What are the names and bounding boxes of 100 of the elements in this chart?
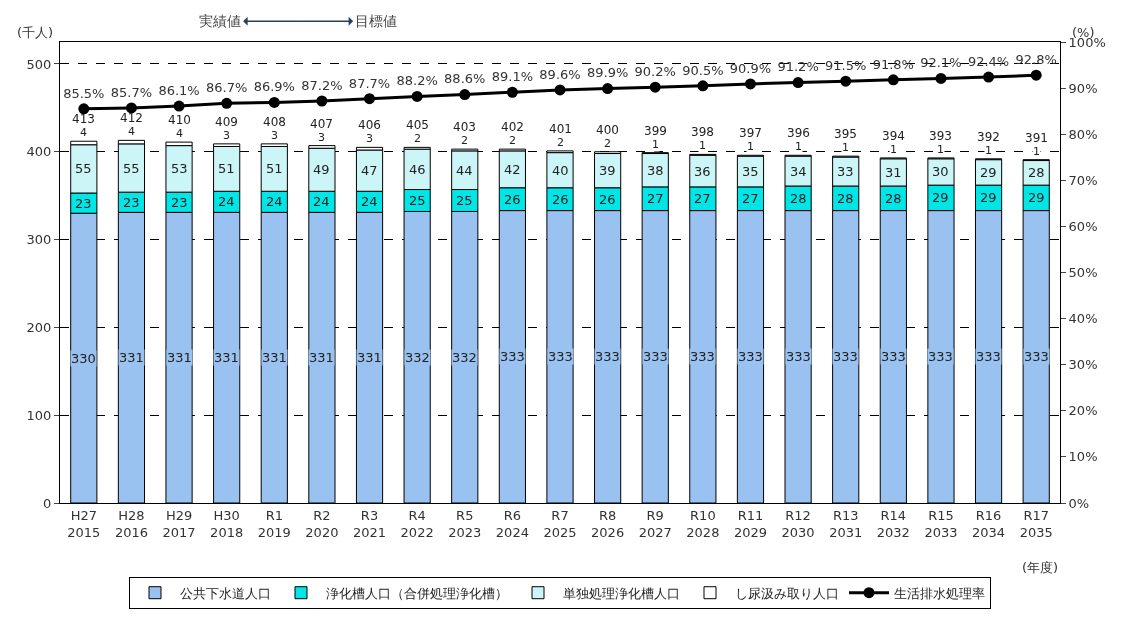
data-label: 332: [405, 350, 430, 365]
y-axis-title: (千人): [17, 25, 54, 40]
y2-tick-label: 30%: [1068, 357, 1098, 373]
data-label: 92.8%: [1015, 52, 1057, 68]
point: [697, 80, 709, 92]
data-label: 88.6%: [444, 71, 486, 87]
point: [840, 75, 852, 87]
total-label: 396: [787, 126, 810, 140]
data-label: 90.9%: [729, 60, 772, 76]
data-label: 25: [456, 193, 473, 208]
data-label: 29: [980, 190, 997, 205]
data-label: 38: [647, 163, 664, 178]
data-label: 26: [552, 192, 569, 207]
x-tick-label: R5 2023: [448, 507, 482, 540]
data-label: 42: [504, 162, 521, 177]
point: [459, 89, 471, 101]
data-label: 51: [266, 161, 283, 176]
data-label: 28: [790, 191, 807, 206]
total-label: 409: [215, 115, 238, 129]
y-tick-label: 0: [43, 495, 52, 511]
data-label: 87.7%: [348, 75, 391, 91]
data-label: 1: [699, 139, 706, 152]
legend-label: 公共下水道人口: [180, 585, 271, 601]
text: 目標値: [355, 13, 397, 29]
x-tick-label: R11 2029: [733, 507, 768, 540]
x-tick-label: R12 2030: [781, 507, 815, 540]
x-tick-label: R17 2035: [1019, 507, 1053, 540]
data-label: 24: [266, 194, 283, 209]
x-tick-label: R7 2025: [543, 507, 577, 540]
x-tick-label: R9 2027: [638, 507, 672, 540]
data-label: 28: [837, 191, 854, 206]
data-label: 333: [690, 349, 715, 364]
total-label: 392: [977, 130, 1000, 144]
y2-tick-label: 10%: [1068, 449, 1098, 465]
point: [506, 86, 518, 98]
data-label: 333: [976, 349, 1001, 364]
point: [78, 103, 90, 115]
data-label: 39: [599, 163, 616, 178]
data-label: 55: [123, 161, 140, 176]
point: [554, 84, 566, 96]
text: 実績値: [199, 13, 241, 29]
data-label: 91.8%: [872, 56, 914, 72]
y2-tick-label: 90%: [1068, 80, 1098, 96]
data-label: 89.9%: [586, 65, 629, 81]
y2-tick-label: 80%: [1068, 126, 1098, 142]
data-label: 4: [176, 127, 183, 140]
data-label: 27: [647, 191, 664, 206]
total-label: 403: [453, 120, 476, 134]
data-label: 1: [937, 143, 944, 156]
legend-label: 生活排水処理率: [894, 585, 985, 601]
data-label: 1: [985, 144, 992, 157]
data-label: 331: [309, 350, 334, 365]
y-tick-label: 100: [26, 407, 52, 423]
y2-tick-label: 20%: [1068, 403, 1098, 419]
data-label: 47: [361, 163, 378, 178]
total-label: 393: [929, 129, 952, 143]
data-label: 3: [223, 129, 230, 142]
data-label: 330: [71, 351, 96, 366]
total-label: 399: [644, 124, 667, 138]
total-label: 405: [406, 118, 429, 132]
data-label: 2: [414, 132, 421, 145]
point: [792, 77, 804, 89]
data-label: 86.7%: [206, 80, 248, 96]
data-label: 23: [171, 195, 188, 210]
point: [268, 96, 280, 108]
total-label: 391: [1025, 131, 1048, 145]
x-tick-label: H30 2018: [210, 507, 244, 540]
total-label: 408: [263, 115, 286, 129]
data-label: 88.2%: [396, 73, 438, 89]
legend-label: 単独処理浄化槽人口: [563, 585, 680, 601]
y-tick-label: 200: [26, 319, 52, 335]
data-label: 333: [833, 349, 858, 364]
data-label: 333: [786, 349, 811, 364]
total-label: 398: [691, 125, 714, 139]
data-label: 331: [119, 350, 144, 365]
data-label: 1: [795, 140, 802, 153]
data-label: 34: [790, 164, 807, 179]
data-label: 55: [75, 161, 92, 176]
data-label: 333: [738, 349, 763, 364]
data-label: 2: [509, 134, 516, 147]
data-label: 26: [599, 192, 616, 207]
data-label: 90.5%: [682, 62, 724, 78]
data-label: 85.5%: [63, 85, 105, 101]
data-label: 46: [409, 162, 426, 177]
data-label: 1: [747, 140, 754, 153]
y-tick-label: 400: [26, 144, 52, 160]
x-axis-title: (年度): [1022, 560, 1059, 575]
total-label: 395: [834, 127, 857, 141]
point: [221, 97, 233, 109]
x-tick-label: R14 2032: [876, 507, 910, 540]
data-label: 2: [604, 137, 611, 150]
data-label: 331: [214, 350, 239, 365]
data-label: 30: [932, 164, 949, 179]
x-tick-label: R15 2033: [924, 507, 958, 540]
data-label: 1: [890, 143, 897, 156]
data-label: 36: [694, 164, 711, 179]
x-tick-label: H28 2016: [114, 507, 148, 540]
y2-tick-label: 0%: [1068, 495, 1090, 511]
total-label: 402: [501, 120, 524, 134]
data-label: 85.7%: [110, 84, 153, 100]
